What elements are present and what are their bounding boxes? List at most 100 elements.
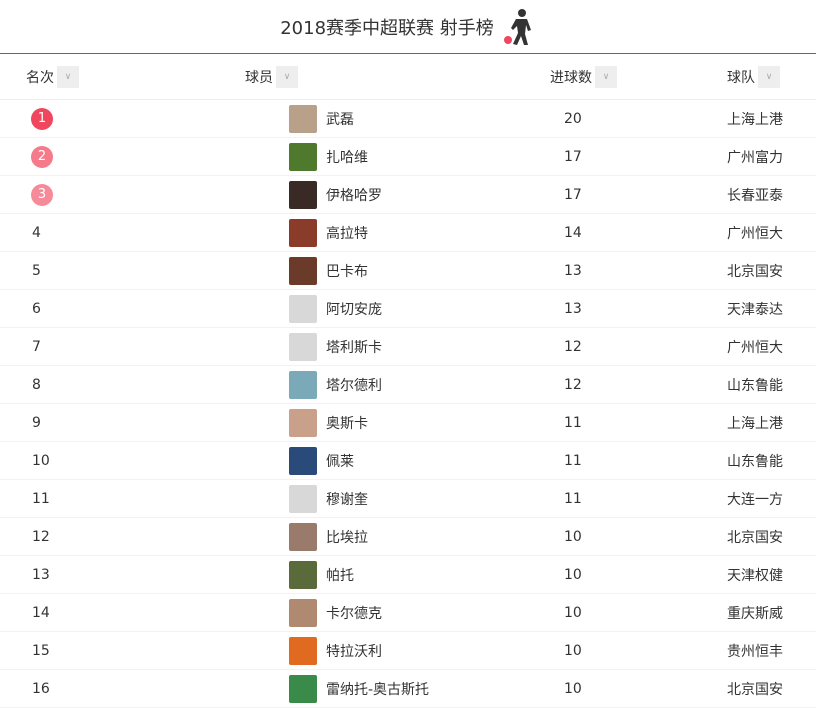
table-row: 16 雷纳托-奥古斯托 10 北京国安	[0, 670, 816, 708]
rank: 10	[32, 452, 50, 469]
rank-badge: 1	[31, 107, 53, 130]
rank-badge: 3	[31, 183, 53, 206]
header-goals: 进球数	[550, 69, 592, 86]
player-name: 比埃拉	[326, 529, 368, 546]
team: 天津泰达	[727, 301, 783, 318]
goals: 10	[564, 642, 582, 659]
player-avatar	[289, 560, 317, 589]
player-name: 奥斯卡	[326, 415, 368, 432]
header-team: 球队	[727, 69, 755, 86]
player-avatar	[289, 256, 317, 285]
player-name: 巴卡布	[326, 263, 368, 280]
table-row: 9 奥斯卡 11 上海上港	[0, 404, 816, 442]
title-text: 2018赛季中超联赛 射手榜	[280, 17, 494, 39]
header-rank: 名次	[26, 69, 54, 86]
goals: 17	[564, 148, 582, 165]
player-name: 阿切安庞	[326, 301, 382, 318]
player-name: 高拉特	[326, 225, 368, 242]
table-row: 13 帕托 10 天津权健	[0, 556, 816, 594]
player-name: 武磊	[326, 111, 354, 128]
sort-player-chevron-down-icon[interactable]: ∨	[276, 65, 298, 88]
player-avatar	[289, 408, 317, 437]
goals: 11	[564, 414, 582, 431]
team: 贵州恒丰	[727, 643, 783, 660]
rank: 14	[32, 604, 50, 621]
player-name: 特拉沃利	[326, 643, 382, 660]
player-name: 塔利斯卡	[326, 339, 382, 356]
rank: 7	[32, 338, 41, 355]
table-row: 3 伊格哈罗 17 长春亚泰	[0, 176, 816, 214]
rank: 15	[32, 642, 50, 659]
team: 北京国安	[727, 263, 783, 280]
goals: 13	[564, 262, 582, 279]
rank: 11	[32, 490, 50, 507]
team: 重庆斯威	[727, 605, 783, 622]
rank-badge: 2	[31, 145, 53, 168]
player-name: 扎哈维	[326, 149, 368, 166]
team: 上海上港	[727, 111, 783, 128]
table-row: 7 塔利斯卡 12 广州恒大	[0, 328, 816, 366]
sort-team-chevron-down-icon[interactable]: ∨	[758, 65, 780, 88]
soccer-player-icon	[503, 8, 531, 45]
table-row: 15 特拉沃利 10 贵州恒丰	[0, 632, 816, 670]
player-avatar	[289, 104, 317, 133]
goals: 12	[564, 376, 582, 393]
team: 山东鲁能	[727, 453, 783, 470]
rank: 13	[32, 566, 50, 583]
player-avatar	[289, 522, 317, 551]
team: 北京国安	[727, 529, 783, 546]
page-title: 2018赛季中超联赛 射手榜	[0, 0, 816, 54]
team: 北京国安	[727, 681, 783, 698]
team: 广州恒大	[727, 225, 783, 242]
player-name: 穆谢奎	[326, 491, 368, 508]
team: 山东鲁能	[727, 377, 783, 394]
player-avatar	[289, 180, 317, 209]
player-name: 佩莱	[326, 453, 354, 470]
goals: 12	[564, 338, 582, 355]
table-row: 2 扎哈维 17 广州富力	[0, 138, 816, 176]
team: 长春亚泰	[727, 187, 783, 204]
table-row: 11 穆谢奎 11 大连一方	[0, 480, 816, 518]
player-avatar	[289, 142, 317, 171]
player-avatar	[289, 294, 317, 323]
goals: 11	[564, 490, 582, 507]
goals: 13	[564, 300, 582, 317]
sort-rank-chevron-down-icon[interactable]: ∨	[57, 65, 79, 88]
team: 大连一方	[727, 491, 783, 508]
table-row: 4 高拉特 14 广州恒大	[0, 214, 816, 252]
player-avatar	[289, 370, 317, 399]
player-avatar	[289, 598, 317, 627]
goals: 10	[564, 528, 582, 545]
header-player: 球员	[245, 69, 273, 86]
table-row: 12 比埃拉 10 北京国安	[0, 518, 816, 556]
player-avatar	[289, 636, 317, 665]
player-avatar	[289, 484, 317, 513]
rank: 6	[32, 300, 41, 317]
goals: 10	[564, 566, 582, 583]
scorers-table: 1 武磊 20 上海上港 2 扎哈维 17 广州富力 3 伊格哈罗 17 长春亚泰 4…	[0, 100, 816, 708]
sort-goals-chevron-down-icon[interactable]: ∨	[595, 65, 617, 88]
table-row: 14 卡尔德克 10 重庆斯威	[0, 594, 816, 632]
team: 上海上港	[727, 415, 783, 432]
rank: 8	[32, 376, 41, 393]
goals: 14	[564, 224, 582, 241]
table-row: 6 阿切安庞 13 天津泰达	[0, 290, 816, 328]
player-avatar	[289, 674, 317, 703]
player-avatar	[289, 218, 317, 247]
rank: 16	[32, 680, 50, 697]
player-name: 卡尔德克	[326, 605, 382, 622]
table-row: 8 塔尔德利 12 山东鲁能	[0, 366, 816, 404]
table-row: 5 巴卡布 13 北京国安	[0, 252, 816, 290]
rank: 12	[32, 528, 50, 545]
player-name: 雷纳托-奥古斯托	[326, 681, 430, 698]
goals: 10	[564, 680, 582, 697]
team: 天津权健	[727, 567, 783, 584]
player-name: 伊格哈罗	[326, 187, 382, 204]
player-avatar	[289, 332, 317, 361]
table-header: 名次 ∨ 球员 ∨ 进球数 ∨ 球队 ∨	[0, 54, 816, 100]
goals: 20	[564, 110, 582, 127]
player-name: 帕托	[326, 567, 354, 584]
player-name: 塔尔德利	[326, 377, 382, 394]
rank: 5	[32, 262, 41, 279]
table-row: 1 武磊 20 上海上港	[0, 100, 816, 138]
